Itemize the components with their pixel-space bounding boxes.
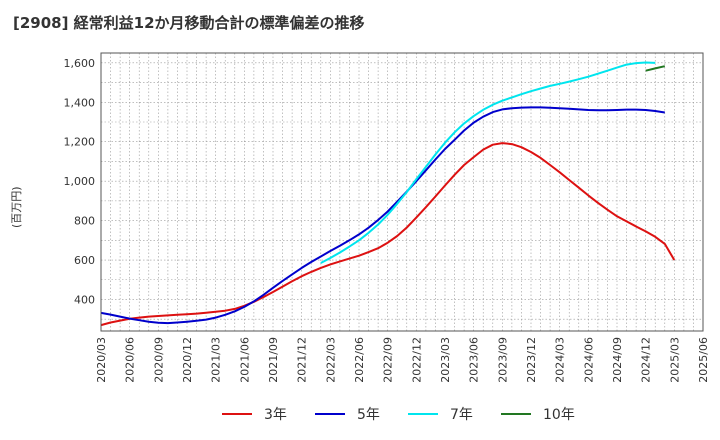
y-tick-label: 1,600 (64, 57, 96, 70)
x-tick-label: 2023/12 (525, 337, 538, 383)
series-line-2 (100, 106, 665, 325)
x-tick-label: 2024/03 (554, 337, 567, 383)
x-tick-label: 2022/03 (324, 337, 337, 383)
series-lines (100, 61, 676, 327)
x-tick-label: 2021/06 (238, 337, 251, 383)
x-tick-label: 2020/03 (95, 337, 108, 383)
legend-label: 10年 (543, 407, 575, 423)
series-line-4 (645, 65, 666, 72)
x-tick-label: 2020/06 (124, 337, 137, 383)
y-tick-label: 1,200 (64, 136, 96, 149)
series-line-3 (320, 61, 656, 264)
x-tick-label: 2022/06 (353, 337, 366, 383)
x-tick-label: 2023/06 (468, 337, 481, 383)
series-line-1 (100, 142, 676, 327)
x-ticks: 2020/03 2020/06 2020/09 2020/12 2021/03 2021/… (95, 337, 710, 383)
y-tick-label: 600 (74, 254, 95, 267)
legend-label: 5年 (357, 407, 380, 423)
legend-label: 3年 (264, 407, 287, 423)
x-tick-label: 2020/09 (152, 337, 165, 383)
x-tick-label: 2021/12 (296, 337, 309, 383)
x-tick-label: 2021/09 (267, 337, 280, 383)
chart-title: [2908] 経常利益12か月移動合計の標準偏差の推移 (13, 14, 365, 32)
x-tick-label: 2023/03 (439, 337, 452, 383)
x-tick-label: 2025/03 (668, 337, 681, 383)
x-tick-label: 2023/09 (496, 337, 509, 383)
y-tick-label: 800 (74, 215, 95, 228)
x-tick-label: 2025/06 (697, 337, 710, 383)
y-ticks: 400 600 800 1,000 1,200 1,400 1,600 (64, 57, 96, 307)
x-tick-label: 2022/09 (382, 337, 395, 383)
grid (101, 53, 703, 331)
y-tick-label: 400 (74, 293, 95, 306)
x-tick-label: 2021/03 (210, 337, 223, 383)
x-tick-label: 2024/06 (582, 337, 595, 383)
x-tick-label: 2022/12 (410, 337, 423, 383)
y-tick-label: 1,000 (64, 175, 96, 188)
plot-frame (100, 52, 704, 332)
legend: 3年 5年 7年 10年 (222, 407, 575, 423)
legend-label: 7年 (450, 407, 473, 423)
x-tick-label: 2024/12 (640, 337, 653, 383)
x-tick-label: 2024/09 (611, 337, 624, 383)
y-tick-label: 1,400 (64, 96, 96, 109)
x-tick-label: 2020/12 (181, 337, 194, 383)
